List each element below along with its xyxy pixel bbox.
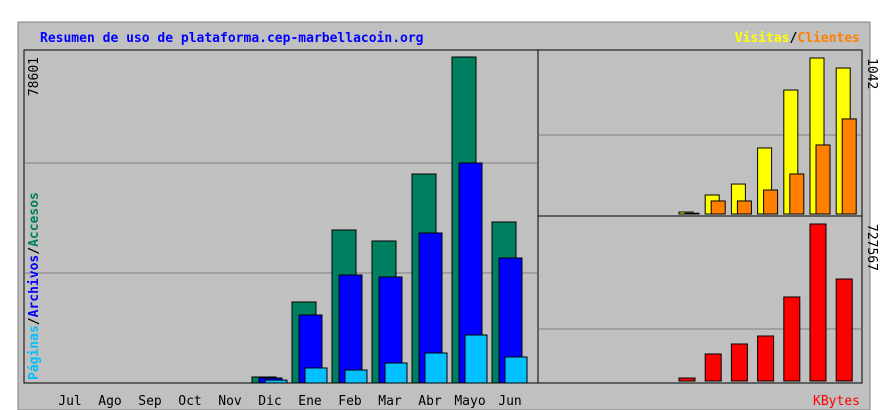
bar — [424, 352, 448, 384]
bar — [763, 189, 779, 215]
x-tick-label: Mar — [378, 394, 402, 409]
bar — [464, 334, 488, 384]
x-tick-label: Jul — [58, 394, 81, 409]
bar — [710, 200, 726, 215]
bar — [684, 212, 700, 215]
bar — [841, 118, 857, 215]
bar — [264, 379, 288, 384]
bar — [736, 200, 752, 215]
bar — [757, 335, 775, 382]
bar — [783, 296, 801, 382]
bar — [809, 223, 827, 382]
bar — [338, 274, 363, 384]
x-tick-label: Ago — [98, 394, 121, 409]
x-tick-label: Feb — [338, 394, 362, 409]
bar — [504, 356, 528, 384]
legend-entry: Accesos — [27, 192, 42, 247]
x-tick-label: Jun — [498, 394, 521, 409]
x-tick-label: Abr — [418, 394, 442, 409]
legend-separator: / — [790, 31, 798, 46]
x-tick-label: Oct — [178, 394, 201, 409]
legend: Páginas/Archivos/Accesos — [27, 192, 42, 380]
legend-separator: / — [27, 247, 42, 255]
legend-separator: / — [27, 317, 42, 325]
y-tick-label: 727567 — [864, 224, 879, 271]
right-bottom-panel — [537, 215, 863, 384]
bar — [304, 367, 328, 384]
legend: Visitas/Clientes — [735, 31, 860, 46]
y-tick-label: 1042 — [864, 58, 879, 89]
x-tick-label: Sep — [138, 394, 162, 409]
right-top-panel — [537, 49, 863, 217]
x-tick-label: Mayo — [454, 394, 485, 409]
x-tick-label: Nov — [218, 394, 242, 409]
legend-entry: Clientes — [797, 31, 860, 46]
legend-entry: Visitas — [735, 31, 790, 46]
legend-entry: Archivos — [27, 255, 42, 318]
bar — [384, 362, 408, 384]
y-tick-label: 78601 — [27, 57, 42, 96]
bar — [730, 343, 748, 382]
bar — [835, 278, 853, 382]
bar — [815, 144, 831, 215]
x-tick-label: Ene — [298, 394, 322, 409]
bar — [344, 369, 368, 384]
bar — [704, 353, 722, 382]
bar — [678, 377, 696, 382]
legend-entry: KBytes — [813, 394, 860, 409]
legend-entry: Páginas — [27, 325, 42, 380]
x-tick-label: Dic — [258, 394, 281, 409]
chart-title: Resumen de uso de plataforma.cep-marbell… — [40, 31, 424, 46]
bar — [789, 173, 805, 215]
